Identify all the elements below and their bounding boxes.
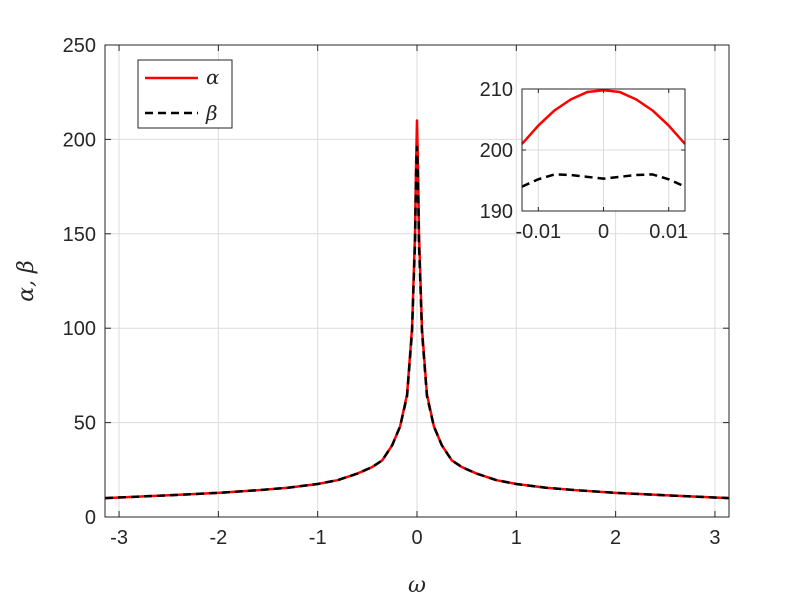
main-y-tick-label: 0 <box>85 507 96 529</box>
inset-series-beta-line <box>521 173 686 188</box>
inset-x-tick-label: 0 <box>598 221 609 243</box>
main-x-tick-label: 2 <box>610 527 621 549</box>
main-y-tick-label: 200 <box>63 129 96 151</box>
main-y-tick-label: 50 <box>74 413 96 435</box>
main-x-tick-labels: -3 -2 -1 0 1 2 3 <box>110 527 720 549</box>
main-x-tick-label: -3 <box>110 527 128 549</box>
legend-label-alpha: α <box>206 65 220 89</box>
inset-y-tick-label: 210 <box>480 79 513 101</box>
y-axis-label: α, β <box>14 260 39 302</box>
legend-label-beta: β <box>205 101 218 125</box>
main-x-tick-label: 3 <box>709 527 720 549</box>
main-ticks <box>105 44 729 518</box>
main-series <box>104 119 730 500</box>
inset-x-tick-labels: -0.01 0 0.01 <box>516 221 689 243</box>
inset-x-tick-label: 0.01 <box>649 221 688 243</box>
legend: α β <box>137 59 233 129</box>
inset-plot: -0.01 0 0.01 190 200 210 <box>480 79 689 243</box>
main-x-tick-label: -2 <box>209 527 227 549</box>
main-y-tick-labels: 0 50 100 150 200 250 <box>63 35 96 529</box>
main-x-tick-label: 1 <box>511 527 522 549</box>
inset-x-tick-label: -0.01 <box>516 221 562 243</box>
legend-box <box>137 59 233 129</box>
inset-ticks <box>522 88 685 212</box>
inset-y-tick-labels: 190 200 210 <box>480 79 513 223</box>
inset-y-tick-label: 190 <box>480 201 513 223</box>
main-series-beta-line <box>104 145 730 500</box>
inset-y-tick-label: 200 <box>480 140 513 162</box>
main-series-alpha-line <box>104 119 730 500</box>
main-y-tick-label: 250 <box>63 35 96 57</box>
main-y-tick-label: 150 <box>63 224 96 246</box>
main-y-tick-label: 100 <box>63 318 96 340</box>
main-x-tick-label: -1 <box>309 527 327 549</box>
x-axis-label: ω <box>408 573 426 598</box>
main-x-tick-label: 0 <box>411 527 422 549</box>
